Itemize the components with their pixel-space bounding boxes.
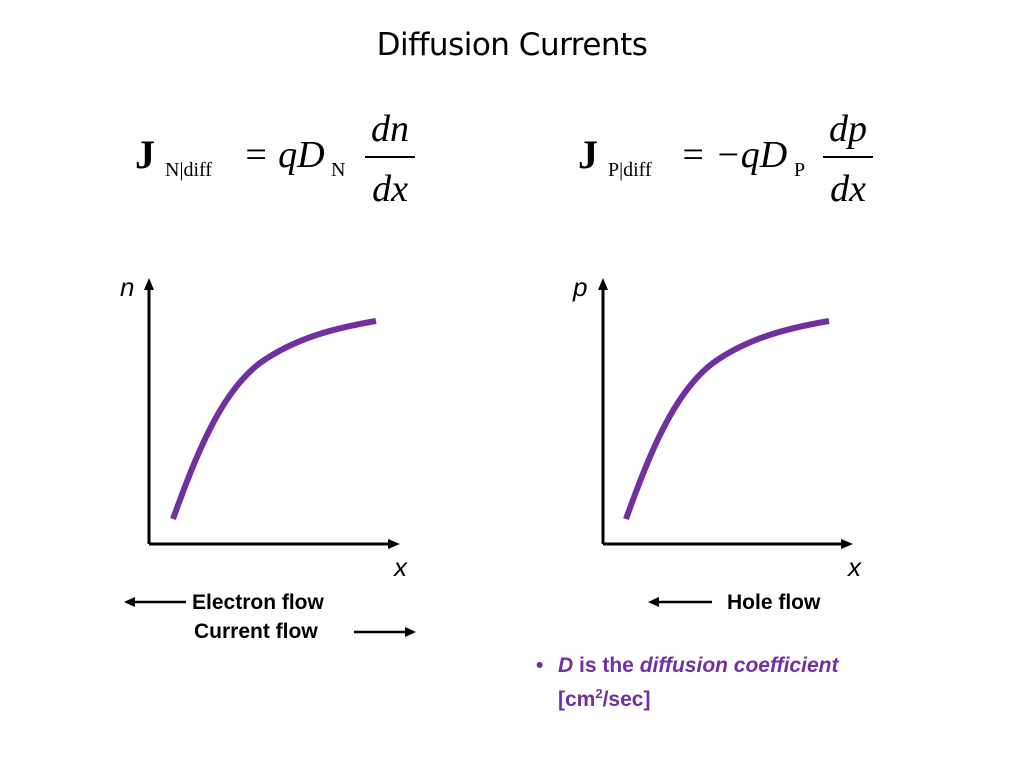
note-text: D is the diffusion coefficient [cm2/sec] xyxy=(558,652,958,714)
derivative-numerator: dn xyxy=(371,108,409,150)
note-term: diffusion coefficient xyxy=(639,654,839,677)
y-axis-arrowhead xyxy=(598,278,608,290)
electron-plot-svg xyxy=(144,278,400,549)
hole-diffusion-equation: J P|diff = −qD P dp dx xyxy=(578,104,898,214)
hole-plot-svg xyxy=(598,278,853,549)
note-units-close: /sec] xyxy=(602,688,651,711)
diffusion-coefficient-subscript: P xyxy=(794,159,806,181)
note-connector: is the xyxy=(573,654,640,677)
diffusion-coefficient-subscript: N xyxy=(331,159,346,181)
bullet-icon: • xyxy=(536,654,544,677)
current-flow-arrow-icon xyxy=(354,627,416,637)
x-axis-arrowhead xyxy=(841,539,853,549)
fraction-bar xyxy=(365,156,415,158)
derivative-numerator: dp xyxy=(829,108,867,150)
hole-concentration-plot: p x xyxy=(563,268,863,588)
equation-rhs-prefix: = −qD xyxy=(680,134,788,176)
derivative-denominator: dx xyxy=(372,168,408,210)
note-units-open: [cm xyxy=(558,688,596,711)
y-axis-arrowhead xyxy=(144,278,154,290)
current-density-subscript: N|diff xyxy=(165,159,212,181)
x-axis-arrowhead xyxy=(388,539,400,549)
hole-concentration-curve xyxy=(623,318,830,521)
electron-flow-label: Electron flow xyxy=(192,591,324,614)
note-symbol: D xyxy=(558,654,574,677)
electron-concentration-curve xyxy=(170,318,377,521)
electron-concentration-plot: n x xyxy=(110,268,410,588)
electron-flow-arrow-icon xyxy=(124,597,186,607)
slide-title: Diffusion Currents xyxy=(376,27,648,63)
y-axis-label: n xyxy=(120,272,135,302)
y-axis-label: p xyxy=(573,272,588,302)
x-axis-label: x xyxy=(394,552,407,582)
hole-flow-arrow-icon xyxy=(648,597,712,607)
current-density-symbol: J xyxy=(578,132,598,177)
x-axis-label: x xyxy=(848,552,861,582)
hole-flow-label: Hole flow xyxy=(727,591,821,614)
electron-diffusion-equation: J N|diff = qD N dn dx xyxy=(135,104,435,214)
equation-rhs-prefix: = qD xyxy=(243,134,325,176)
current-density-symbol: J xyxy=(135,132,155,177)
note-units-superscript: 2 xyxy=(595,686,603,701)
derivative-denominator: dx xyxy=(830,168,866,210)
current-density-subscript: P|diff xyxy=(608,159,652,181)
fraction-bar xyxy=(823,156,873,158)
current-flow-label: Current flow xyxy=(194,620,318,643)
